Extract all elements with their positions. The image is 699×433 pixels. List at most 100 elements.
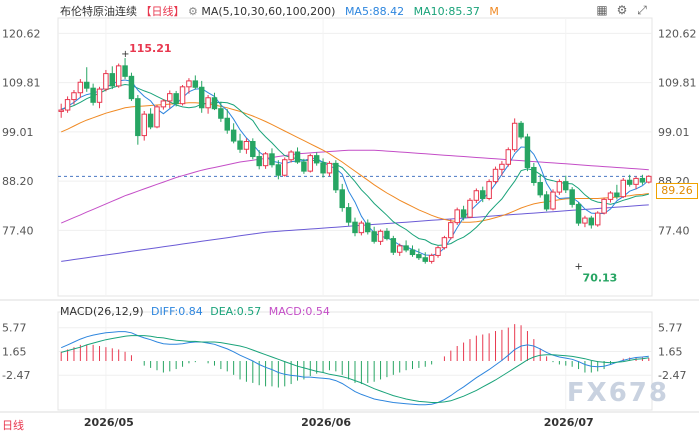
candle-body — [230, 129, 237, 142]
candle-body — [224, 117, 230, 131]
candle-body — [141, 113, 147, 137]
time-tick: 2026/06 — [301, 416, 351, 429]
candle-body — [154, 106, 160, 128]
macd-tick-left: 5.77 — [2, 322, 27, 335]
candle-body — [582, 217, 588, 224]
grid-icon[interactable]: ▦ — [596, 3, 608, 17]
instrument-title: 布伦特原油连续 — [60, 5, 137, 18]
candle-body — [550, 191, 556, 210]
candle-body — [122, 65, 128, 77]
ma-label: MA(5,10,30,60,100,200) — [201, 5, 336, 18]
extreme-marker: + — [575, 262, 583, 273]
candle-body — [301, 161, 307, 172]
candle-body — [160, 100, 167, 108]
candle-body — [633, 177, 639, 185]
candle-body — [275, 164, 282, 176]
candle-body — [556, 181, 563, 193]
candle-body — [639, 177, 646, 183]
price-tick-left: 120.62 — [2, 27, 41, 40]
candle-body — [601, 198, 607, 214]
candle-body — [339, 189, 345, 209]
candle-body — [646, 175, 652, 183]
time-tick: 2026/05 — [84, 416, 134, 429]
price-panel-frame — [57, 17, 653, 297]
candle-body — [192, 80, 199, 88]
candle-body — [563, 181, 569, 191]
candle-body — [71, 92, 77, 101]
extreme-annotation: 70.13 — [583, 272, 618, 285]
candle-body — [460, 209, 467, 218]
ma-more: M — [489, 5, 499, 18]
price-tick-right: 109.81 — [658, 77, 697, 90]
candle-body — [345, 207, 352, 223]
macd-diff: DIFF:0.84 — [151, 305, 203, 318]
candle-body — [262, 153, 269, 167]
last-price-badge: 89.26 — [656, 183, 698, 199]
candle-body — [365, 222, 371, 233]
candle-body — [218, 108, 224, 119]
candle-body — [441, 237, 448, 249]
candle-body — [473, 190, 480, 201]
ma10-line — [61, 83, 649, 246]
price-tick-left: 109.81 — [2, 77, 41, 90]
price-tick-left: 88.20 — [2, 175, 34, 188]
candle-body — [173, 93, 179, 105]
candle-body — [320, 162, 326, 174]
candle-body — [371, 231, 377, 242]
candle-body — [58, 109, 64, 112]
dea-line — [61, 335, 649, 403]
macd-tick-left: 1.65 — [2, 345, 27, 358]
candle-body — [294, 151, 301, 163]
candle-body — [288, 151, 294, 161]
candle-body — [90, 87, 96, 103]
candle-body — [333, 162, 339, 191]
candle-body — [588, 217, 595, 226]
candle-body — [64, 99, 71, 111]
macd-tick-right: -2.47 — [658, 369, 686, 382]
candle-body — [147, 113, 154, 128]
candle-body — [237, 140, 243, 150]
candle-body — [614, 192, 620, 198]
candle-body — [505, 149, 512, 165]
settings-icon[interactable]: ⚙ — [616, 3, 628, 17]
candle-body — [186, 80, 192, 88]
candle-body — [179, 86, 186, 105]
candle-body — [620, 179, 626, 198]
fullscreen-icon[interactable]: ⤢ — [637, 3, 647, 17]
candle-body — [492, 168, 499, 183]
candle-body — [103, 73, 109, 90]
macd-tick-left: -2.47 — [2, 369, 30, 382]
candle-body — [569, 189, 575, 205]
macd-panel-frame — [57, 311, 653, 411]
candle-body — [84, 81, 90, 89]
candle-body — [250, 141, 256, 158]
watermark-logo: FX678 — [566, 378, 669, 408]
candle-body — [96, 88, 103, 103]
candle-body — [499, 163, 505, 170]
candle-body — [243, 141, 250, 150]
candle-body — [211, 97, 218, 110]
candle-body — [594, 212, 601, 226]
extreme-annotation: 115.21 — [129, 42, 171, 55]
candle-body — [326, 162, 333, 174]
candle-body — [313, 155, 320, 164]
candle-body — [537, 182, 543, 196]
candle-body — [403, 245, 409, 251]
ma-settings-icon[interactable]: ⚙ — [188, 5, 198, 18]
candle-body — [377, 230, 384, 242]
candle-body — [524, 136, 531, 168]
candle-body — [416, 254, 422, 259]
candle-body — [543, 194, 550, 210]
candle-body — [115, 65, 122, 87]
period-selector[interactable]: 【日线】 — [140, 5, 185, 18]
candle-body — [396, 245, 403, 253]
candle-body — [435, 247, 441, 256]
candle-body — [480, 190, 486, 199]
chart-header: 布伦特原油连续 【日线】 ⚙ MA(5,10,30,60,100,200) MA… — [60, 3, 499, 19]
macd-tick-right: 5.77 — [658, 322, 683, 335]
candle-body — [352, 221, 358, 234]
candle-body — [358, 222, 365, 234]
candle-body — [167, 93, 173, 102]
price-tick-right: 77.40 — [658, 224, 690, 237]
